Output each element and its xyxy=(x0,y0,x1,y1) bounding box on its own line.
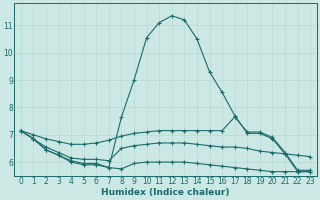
X-axis label: Humidex (Indice chaleur): Humidex (Indice chaleur) xyxy=(101,188,230,197)
